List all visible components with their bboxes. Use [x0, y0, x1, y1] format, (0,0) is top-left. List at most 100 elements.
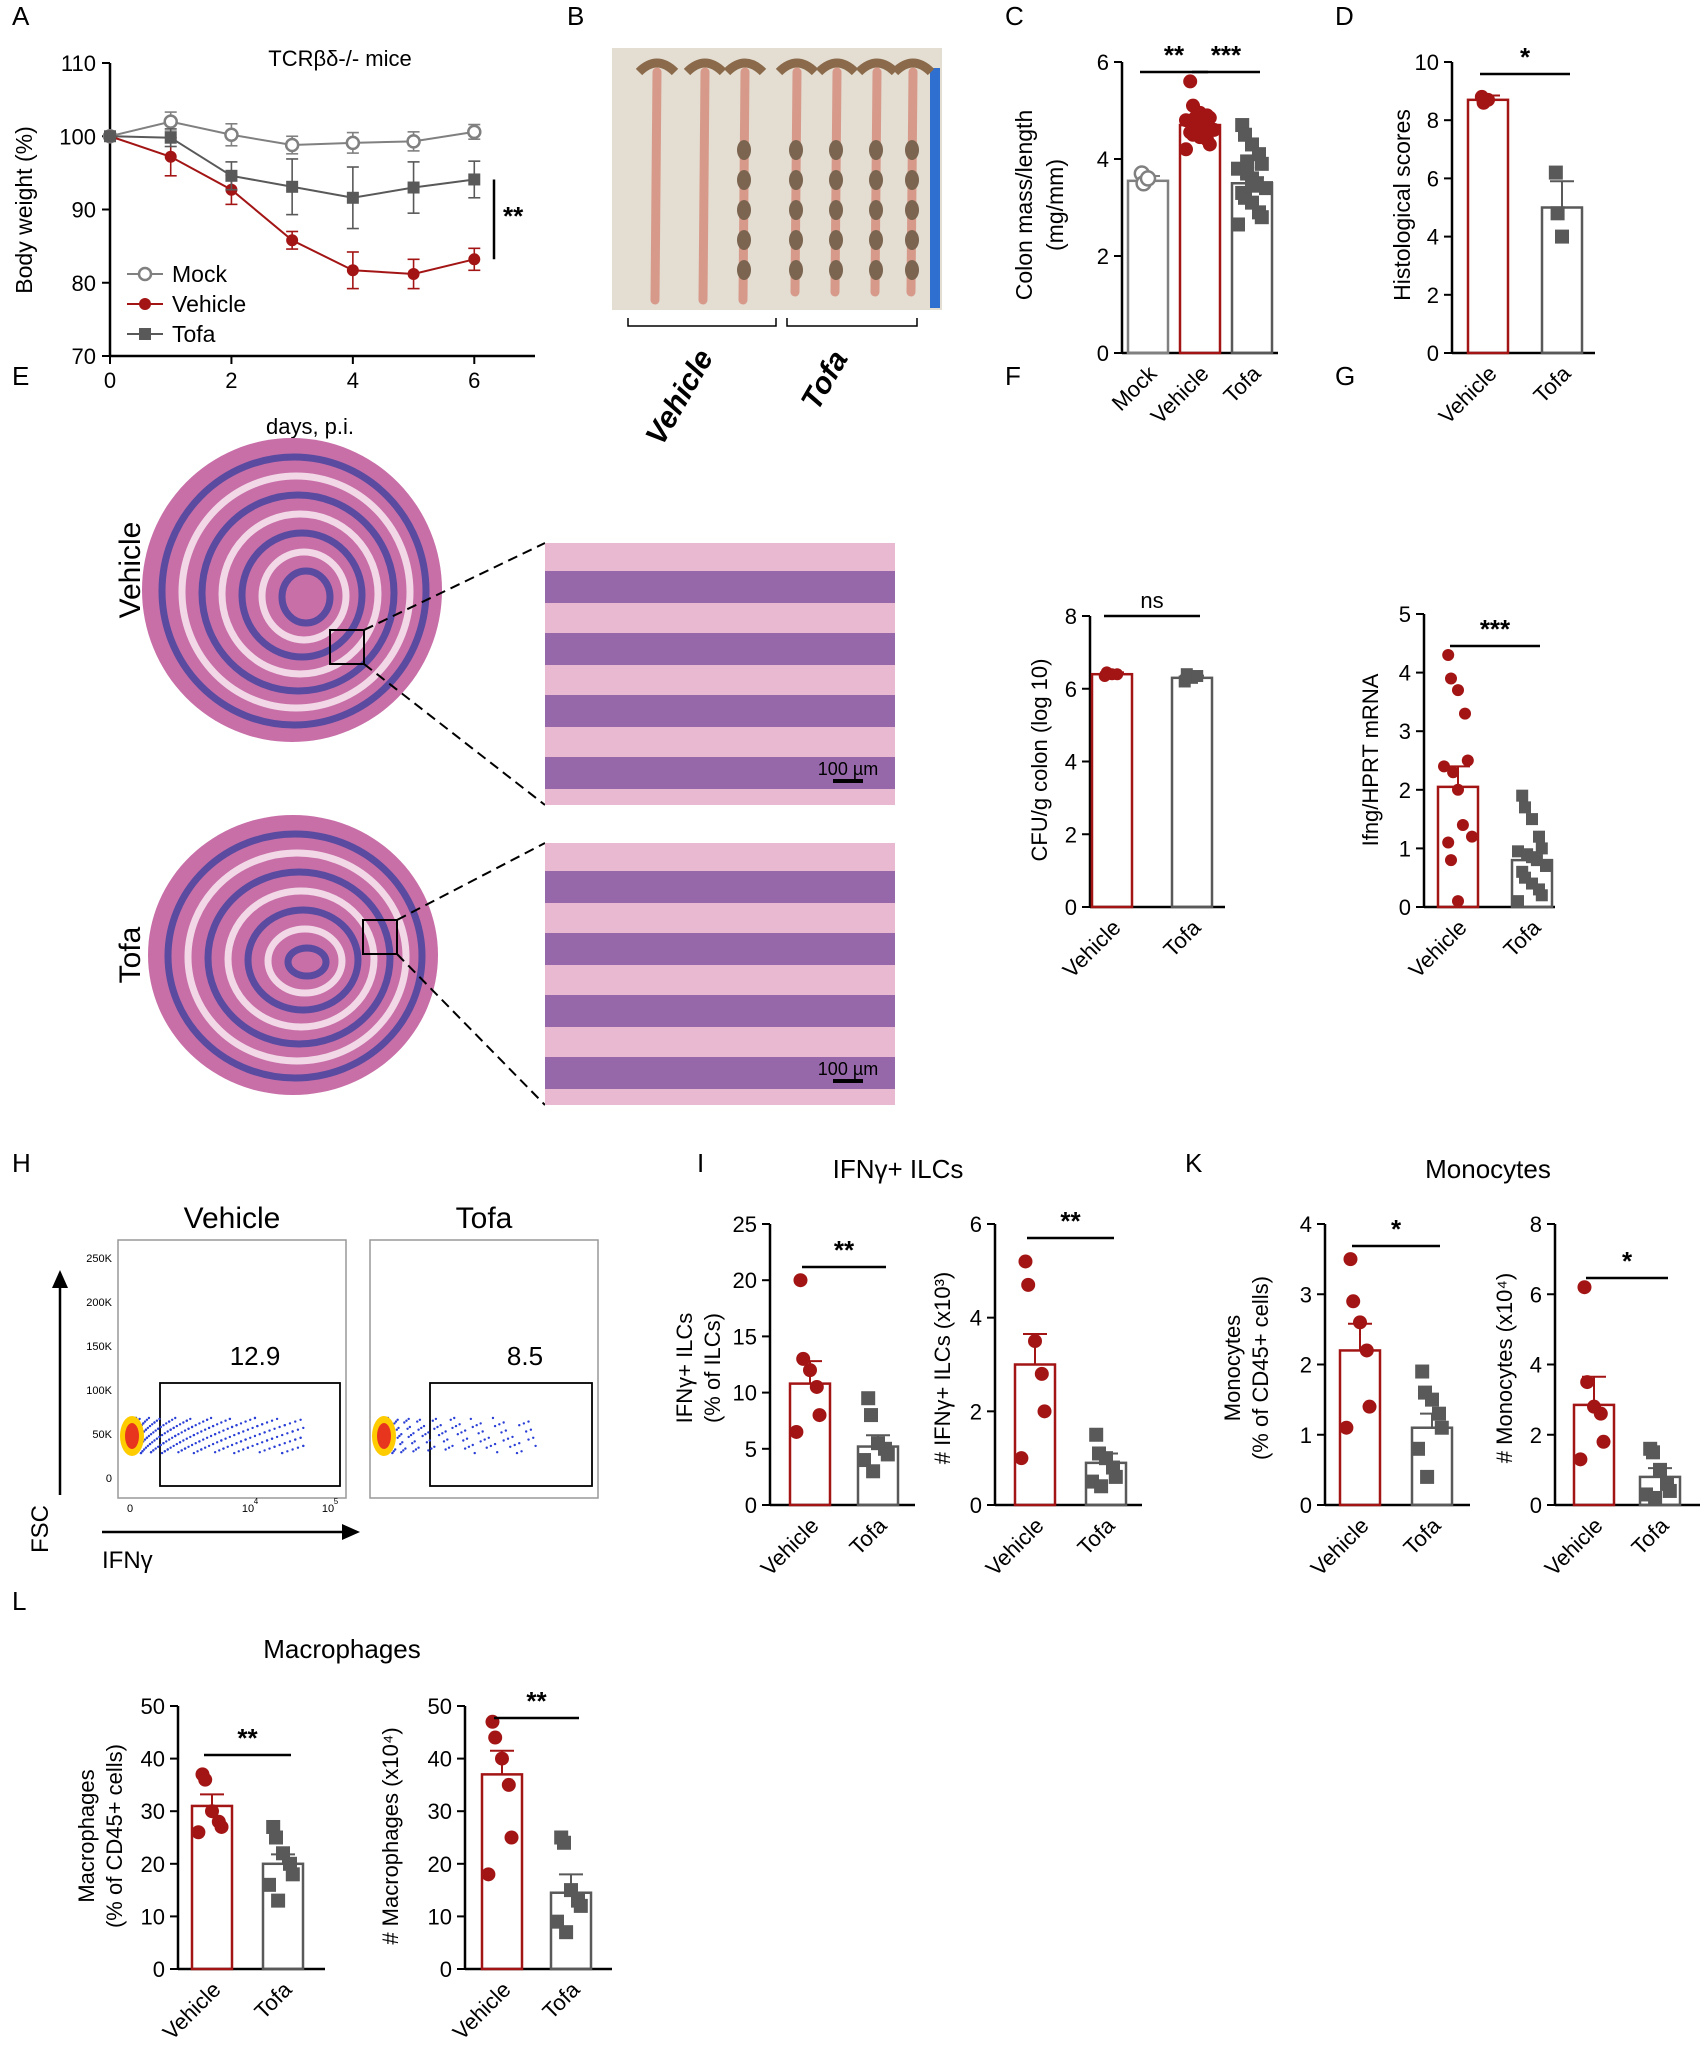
- event-dot: [222, 1447, 225, 1450]
- chart-title: TCRβδ-/- mice: [268, 46, 411, 71]
- event-dot: [527, 1438, 530, 1441]
- ruler-strip: [930, 68, 940, 308]
- data-point: [468, 173, 481, 186]
- event-dot: [515, 1451, 519, 1455]
- photo-label-tofa: Tofa: [795, 345, 855, 415]
- event-dot: [442, 1440, 446, 1443]
- event-dot: [194, 1442, 197, 1445]
- event-dot: [402, 1449, 405, 1452]
- event-dot: [299, 1436, 302, 1440]
- mucosa-ring: [178, 472, 414, 712]
- event-dot: [394, 1448, 397, 1451]
- event-dot: [150, 1423, 154, 1426]
- event-dot: [183, 1429, 187, 1432]
- flow-x-axis-label: IFNγ: [102, 1547, 153, 1574]
- event-dot: [167, 1438, 171, 1441]
- data-point: [1461, 754, 1474, 767]
- data-point: [488, 1730, 503, 1745]
- event-dot: [192, 1433, 196, 1437]
- y-tick-label: 110: [61, 51, 96, 76]
- bar-tofa: [1170, 676, 1214, 909]
- mucosa-ring: [164, 830, 426, 1082]
- mucosa-ring: [218, 510, 382, 678]
- colon-cecum: [775, 58, 819, 76]
- data-point: [1452, 684, 1464, 697]
- event-dot: [160, 1433, 164, 1437]
- data-point: [191, 1825, 206, 1840]
- event-dot: [226, 1445, 229, 1449]
- event-dot: [400, 1451, 403, 1454]
- fecal-pellet: [789, 230, 803, 250]
- panel-letter-k: K: [1185, 1148, 1203, 1178]
- event-dot: [159, 1443, 162, 1447]
- data-point: [1445, 672, 1457, 685]
- data-point: [1481, 92, 1495, 107]
- x-tick-label: Vehicle: [448, 1977, 516, 2045]
- panel-title-i: IFNγ+ ILCs: [833, 1154, 964, 1184]
- mucosa-ring: [238, 529, 366, 661]
- event-dot: [237, 1450, 240, 1453]
- y-tick-label: 20: [733, 1268, 757, 1293]
- event-dot: [146, 1444, 150, 1448]
- event-dot: [235, 1424, 238, 1427]
- event-dot: [458, 1423, 461, 1426]
- event-dot: [167, 1420, 171, 1423]
- event-dot: [513, 1443, 516, 1447]
- fecal-pellet: [737, 200, 751, 220]
- data-point: [1179, 142, 1193, 157]
- y-tick-label: 10: [428, 1904, 452, 1929]
- data-point: [1438, 760, 1450, 773]
- data-point: [1089, 1427, 1104, 1442]
- event-dot: [156, 1427, 160, 1431]
- colon-tissue: [650, 67, 662, 305]
- colon-cecum: [723, 58, 767, 76]
- event-dot: [427, 1449, 430, 1452]
- event-dot: [504, 1429, 508, 1432]
- event-dot: [268, 1447, 271, 1450]
- x-tick-label: Vehicle: [1058, 915, 1126, 983]
- crypt-band: [545, 995, 895, 1027]
- event-dot: [522, 1422, 526, 1425]
- event-dot: [258, 1433, 261, 1436]
- panel-letter-a: A: [12, 1, 30, 31]
- y-axis-label: # Monocytes (x10⁴): [1492, 1273, 1517, 1463]
- colon-cecum: [815, 58, 859, 76]
- event-dot: [177, 1451, 180, 1454]
- event-dot: [413, 1440, 416, 1443]
- y-tick-label: 20: [428, 1852, 452, 1877]
- y-tick-label: 2: [1065, 822, 1077, 847]
- x-tick-label: Vehicle: [1434, 361, 1502, 429]
- event-dot: [451, 1444, 454, 1448]
- mucosa-ring: [278, 567, 334, 627]
- y-tick-label: 3: [1399, 719, 1411, 744]
- crypt-band: [545, 757, 895, 789]
- y-tick-label: 15: [733, 1324, 757, 1349]
- event-dot: [453, 1416, 456, 1420]
- event-dot: [465, 1437, 469, 1440]
- event-dot: [412, 1432, 415, 1435]
- y-axis-label: Ifng/HPRT mRNA: [1358, 673, 1383, 846]
- event-dot: [230, 1443, 234, 1447]
- fecal-pellet: [869, 170, 883, 190]
- panel-title-k: Monocytes: [1425, 1154, 1551, 1184]
- event-dot: [428, 1439, 432, 1442]
- fecal-pellet: [737, 170, 751, 190]
- event-dot: [203, 1428, 207, 1431]
- data-point: [866, 1464, 881, 1479]
- event-dot: [148, 1424, 152, 1428]
- y-tick-label: 10: [1415, 50, 1439, 75]
- fecal-pellet: [905, 230, 919, 250]
- fecal-pellet: [829, 140, 843, 160]
- data-point: [504, 1830, 519, 1845]
- x-tick-label: Vehicle: [1306, 1513, 1374, 1581]
- data-point: [864, 1408, 878, 1423]
- event-dot: [418, 1418, 422, 1422]
- event-dot: [493, 1442, 497, 1446]
- event-dot: [170, 1436, 174, 1440]
- y-tick-label: 6: [1530, 1282, 1542, 1307]
- fecal-pellet: [737, 260, 751, 280]
- legend-label: Mock: [172, 261, 227, 287]
- event-dot: [396, 1418, 399, 1422]
- event-dot: [502, 1421, 505, 1424]
- event-dot: [162, 1424, 165, 1427]
